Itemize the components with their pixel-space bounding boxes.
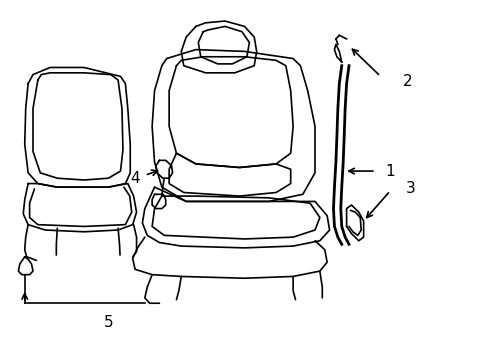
- Text: 3: 3: [405, 181, 415, 197]
- Text: 1: 1: [385, 163, 394, 179]
- Text: 4: 4: [130, 171, 140, 186]
- Text: 2: 2: [402, 74, 411, 89]
- Text: 5: 5: [103, 315, 113, 330]
